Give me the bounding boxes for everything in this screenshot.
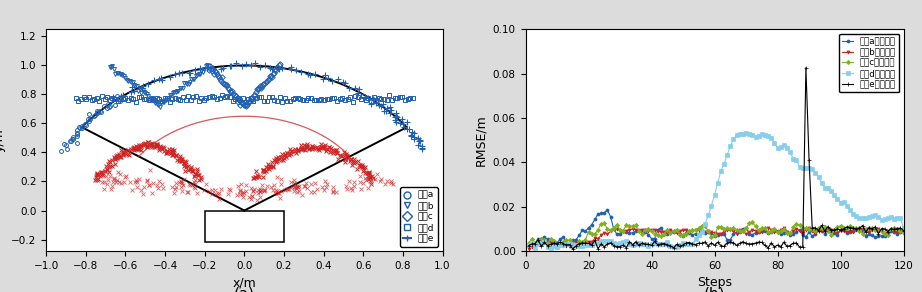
- 目标d跟踪误差: [545, 247, 556, 250]
- Bar: [205, 211, 284, 242]
- Y-axis label: y/m: y/m: [0, 128, 6, 152]
- 目标d跟踪误差: [740, 131, 751, 135]
- 目标c跟踪误差: [627, 225, 638, 228]
- Legend: 目标a, 目标b, 目标c, 目标d, 目标e: 目标a, 目标b, 目标c, 目标d, 目标e: [400, 187, 438, 247]
- 目标b跟踪误差: [602, 232, 613, 236]
- 目标a跟踪误差: [734, 231, 745, 234]
- 目标c跟踪误差: [605, 229, 616, 232]
- 目标e跟踪误差: [825, 228, 836, 232]
- Text: (a): (a): [234, 287, 254, 292]
- Line: 目标e跟踪误差: 目标e跟踪误差: [527, 66, 905, 251]
- 目标b跟踪误差: [785, 232, 796, 236]
- Legend: 目标a跟踪误差, 目标b跟踪误差, 目标c跟踪误差, 目标d跟踪误差, 目标e跟踪误差: 目标a跟踪误差, 目标b跟踪误差, 目标c跟踪误差, 目标d跟踪误差, 目标e跟…: [839, 34, 899, 92]
- 目标c跟踪误差: [787, 225, 798, 229]
- 目标b跟踪误差: [624, 228, 635, 232]
- Text: (b): (b): [703, 287, 726, 292]
- 目标d跟踪误差: [898, 227, 909, 230]
- 目标e跟踪误差: [567, 247, 578, 251]
- 目标a跟踪误差: [889, 230, 900, 233]
- 目标a跟踪误差: [523, 244, 534, 248]
- X-axis label: x/m: x/m: [232, 277, 256, 289]
- 目标e跟踪误差: [800, 66, 811, 69]
- X-axis label: Steps: Steps: [697, 277, 732, 289]
- 目标c跟踪误差: [551, 246, 562, 249]
- 目标d跟踪误差: [605, 239, 616, 243]
- 目标a跟踪误差: [627, 231, 638, 234]
- 目标d跟踪误差: [787, 157, 798, 161]
- 目标a跟踪误差: [602, 208, 613, 212]
- 目标e跟踪误差: [734, 241, 745, 245]
- 目标d跟踪误差: [734, 132, 745, 136]
- 目标a跟踪误差: [898, 228, 909, 232]
- 目标e跟踪误差: [627, 243, 638, 247]
- 目标a跟踪误差: [785, 233, 796, 237]
- 目标a跟踪误差: [605, 215, 616, 219]
- Line: 目标b跟踪误差: 目标b跟踪误差: [527, 226, 905, 251]
- 目标e跟踪误差: [605, 241, 616, 245]
- 目标e跟踪误差: [523, 244, 534, 247]
- Line: 目标d跟踪误差: 目标d跟踪误差: [527, 132, 905, 250]
- 目标e跟踪误差: [785, 244, 796, 247]
- 目标d跟踪误差: [892, 216, 903, 220]
- 目标b跟踪误差: [889, 230, 900, 233]
- 目标b跟踪误差: [523, 247, 534, 251]
- 目标a跟踪误差: [822, 228, 833, 232]
- 目标e跟踪误差: [898, 229, 909, 232]
- 目标e跟踪误差: [892, 227, 903, 230]
- 目标c跟踪误差: [523, 241, 534, 244]
- 目标c跟踪误差: [892, 227, 903, 231]
- 目标d跟踪误差: [523, 244, 534, 247]
- Line: 目标c跟踪误差: 目标c跟踪误差: [527, 220, 905, 249]
- 目标b跟踪误差: [731, 232, 742, 235]
- Y-axis label: RMSE/m: RMSE/m: [474, 114, 487, 166]
- Line: 目标a跟踪误差: 目标a跟踪误差: [527, 208, 905, 248]
- 目标b跟踪误差: [898, 229, 909, 232]
- 目标c跟踪误差: [747, 220, 758, 224]
- 目标c跟踪误差: [734, 230, 745, 233]
- 目标c跟踪误差: [825, 233, 836, 237]
- 目标d跟踪误差: [627, 243, 638, 246]
- 目标c跟踪误差: [898, 232, 909, 235]
- 目标b跟踪误差: [822, 229, 833, 232]
- 目标d跟踪误差: [825, 189, 836, 193]
- 目标b跟踪误差: [762, 226, 774, 229]
